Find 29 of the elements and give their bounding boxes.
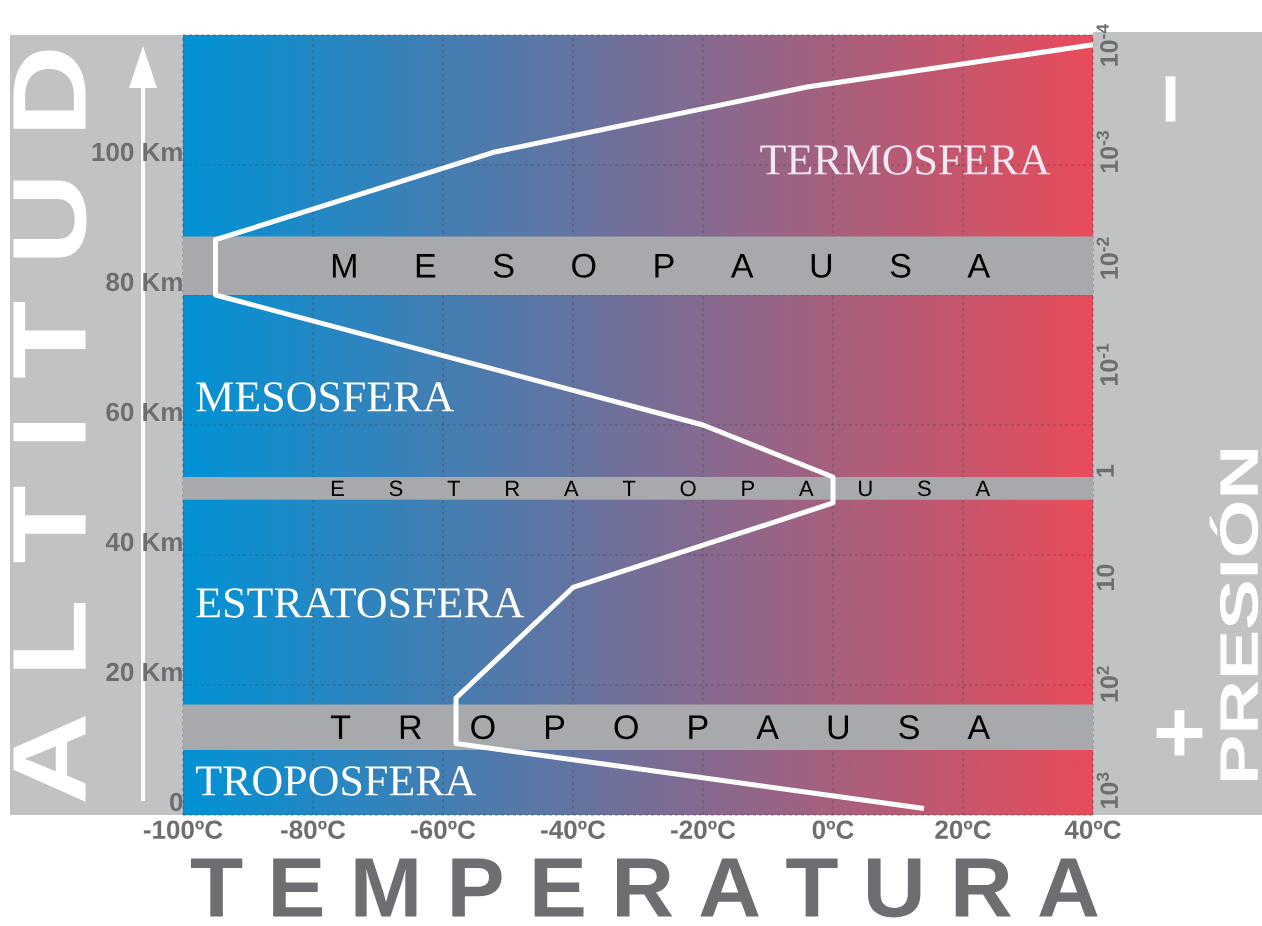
x-tick-label: -80ºC (281, 820, 346, 839)
y2-tick-label: 10$^{-1}$ (1096, 343, 1118, 386)
band-label: M E S O P A U S A (332, 253, 991, 278)
y2-tick-label: 10$^{-3}$ (1096, 130, 1119, 173)
x-tick-label: -60ºC (411, 820, 476, 839)
y2-tick-label: 10$^{-2}$ (1096, 237, 1119, 279)
x-axis-title: T E M P E R A T U R A (190, 858, 1098, 918)
x-tick-label: 0ºC (812, 820, 854, 839)
annotation: MESOSFERA (196, 382, 455, 412)
x-tick-label: 40ºC (1064, 820, 1121, 839)
annotation: ESTRATOSFERA (196, 588, 525, 618)
y2-tick-label: 1 (1096, 464, 1114, 477)
annotation: TERMOSFERA (760, 145, 1051, 175)
x-tick-label: -40ºC (541, 820, 606, 839)
y2-tick-label: 10 (1096, 564, 1115, 590)
y2-tick-label: 10$^{-4}$ (1096, 23, 1118, 66)
y2-tick-label: 10$^{3}$ (1096, 772, 1119, 808)
x-tick-label: 20ºC (935, 820, 991, 839)
text: + (1156, 710, 1203, 756)
y2-axis-title: PRESIÓN (1209, 450, 1259, 780)
text: − (1165, 76, 1176, 122)
y2-tick-label: 10$^{2}$ (1096, 666, 1119, 702)
band-label: E S T R A T O P A U S A (331, 480, 991, 497)
band-label: T R O P O P A U S A (330, 715, 991, 740)
annotation: TROPOSFERA (196, 766, 477, 796)
y-axis-title: A L T I T U D (13, 50, 87, 802)
x-tick-label: -20ºC (671, 820, 736, 839)
y-tick-label: 0 (170, 792, 183, 812)
x-tick-label: -100ºC (143, 820, 223, 839)
